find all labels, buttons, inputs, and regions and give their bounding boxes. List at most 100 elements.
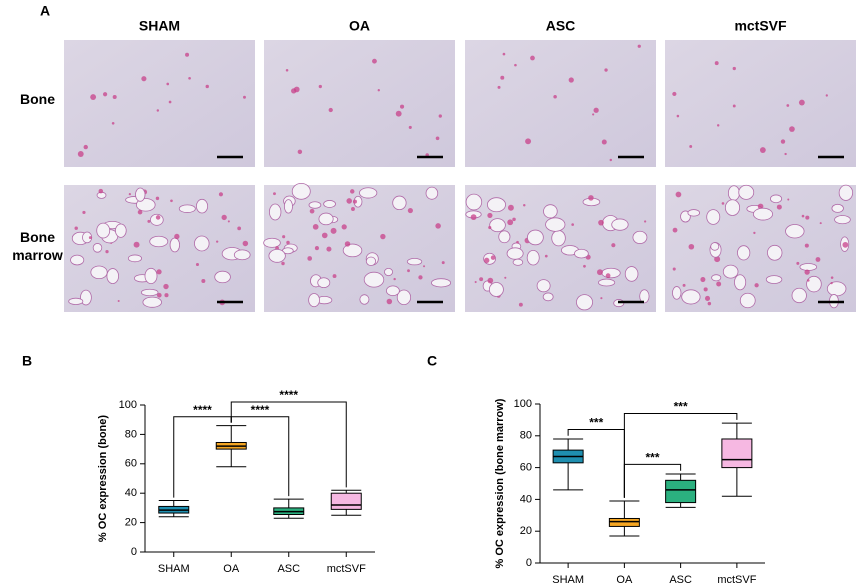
- adipocyte: [70, 254, 85, 266]
- stained-cell: [688, 243, 695, 250]
- column-header: mctSVF: [734, 18, 787, 34]
- stained-cell: [395, 110, 402, 117]
- stained-cell: [117, 299, 120, 303]
- adipocyte: [308, 201, 322, 209]
- adipocyte: [791, 287, 807, 304]
- stained-cell: [530, 55, 535, 61]
- stained-cell: [609, 158, 613, 162]
- adipocyte: [767, 244, 783, 261]
- stained-cell: [243, 95, 246, 99]
- adipocyte: [135, 198, 156, 212]
- x-tick-label: ASC: [277, 563, 300, 575]
- stained-cell: [351, 207, 355, 211]
- stained-cell: [596, 269, 603, 276]
- stained-cell: [804, 243, 809, 248]
- adipocyte: [144, 267, 158, 285]
- adipocyte: [196, 198, 209, 214]
- stained-cell: [321, 232, 328, 239]
- adipocyte: [135, 187, 146, 202]
- adipocyte: [601, 267, 621, 279]
- stained-cell: [682, 283, 686, 287]
- significance-label: ***: [589, 416, 603, 430]
- adipocyte: [365, 256, 377, 266]
- adipocyte: [737, 245, 751, 261]
- stained-cell: [156, 109, 160, 112]
- stained-cell: [784, 152, 787, 156]
- stained-cell: [819, 222, 822, 225]
- stained-cell: [408, 125, 412, 129]
- stained-cell: [604, 68, 608, 72]
- box: [665, 479, 697, 504]
- stained-cell: [553, 94, 557, 99]
- stained-cell: [487, 277, 494, 284]
- stained-cell: [754, 283, 759, 288]
- stained-cell: [201, 278, 206, 283]
- stained-cell: [372, 58, 377, 64]
- stained-cell: [237, 226, 242, 231]
- stained-cell: [293, 86, 300, 93]
- column-header: ASC: [546, 18, 576, 34]
- stained-cell: [588, 195, 594, 201]
- stained-cell: [497, 85, 501, 89]
- adipocyte: [542, 292, 554, 302]
- adipocyte: [363, 271, 385, 288]
- adipocyte: [323, 200, 336, 208]
- stained-cell: [523, 203, 526, 207]
- stained-cell: [83, 144, 88, 150]
- adipocyte: [806, 275, 822, 293]
- stained-cell: [156, 269, 162, 275]
- stained-cell: [168, 100, 172, 104]
- adipocyte: [308, 293, 320, 308]
- stained-cell: [490, 255, 496, 260]
- stained-cell: [716, 124, 720, 127]
- stained-cell: [90, 94, 97, 100]
- stained-cell: [423, 265, 426, 268]
- adipocyte: [799, 263, 818, 271]
- stained-cell: [352, 199, 357, 204]
- stained-cell: [700, 277, 706, 283]
- stained-cell: [164, 293, 169, 298]
- adipocyte: [233, 249, 251, 261]
- adipocyte: [727, 185, 740, 201]
- row-label-box: Bone marrow: [12, 229, 63, 263]
- micrograph: [465, 40, 656, 167]
- stained-cell: [780, 139, 786, 144]
- y-tick-label: 80: [520, 430, 532, 442]
- adipocyte: [752, 207, 774, 221]
- stained-cell: [166, 82, 170, 86]
- stained-cell: [74, 226, 78, 230]
- stained-cell: [227, 220, 230, 223]
- stained-cell: [170, 199, 173, 203]
- stained-cell: [672, 91, 677, 97]
- stained-cell: [326, 246, 332, 252]
- adipocyte: [291, 182, 311, 200]
- adipocyte: [706, 209, 721, 225]
- adipocyte: [734, 274, 747, 291]
- stained-cell: [156, 292, 162, 298]
- x-tick-label: mctSVF: [717, 574, 756, 586]
- adipocyte: [406, 257, 423, 266]
- adipocyte: [263, 237, 281, 248]
- stained-cell: [147, 219, 151, 223]
- stained-cell: [105, 250, 109, 254]
- stained-cell: [601, 139, 607, 145]
- significance-label: ****: [279, 388, 298, 402]
- stained-cell: [328, 107, 333, 113]
- significance-label: ****: [251, 403, 270, 417]
- stained-cell: [82, 210, 86, 215]
- stained-cell: [488, 225, 492, 230]
- adipocyte: [140, 288, 159, 297]
- adipocyte: [90, 265, 108, 280]
- adipocyte: [598, 278, 616, 287]
- stained-cell: [804, 269, 810, 275]
- stained-cell: [377, 89, 380, 92]
- stained-cell: [285, 68, 289, 72]
- adipocyte: [765, 275, 783, 284]
- stained-cell: [309, 208, 315, 214]
- adipocyte: [506, 247, 524, 260]
- adipocyte: [106, 268, 119, 285]
- stained-cell: [637, 44, 641, 48]
- stained-cell: [350, 189, 355, 194]
- panel-label: A: [40, 3, 50, 19]
- stained-cell: [500, 75, 505, 80]
